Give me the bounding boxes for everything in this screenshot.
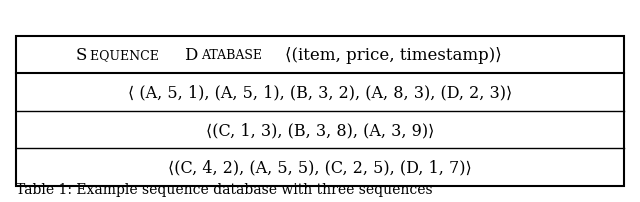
Text: S: S xyxy=(76,47,86,63)
Text: Table 1: Example sequence database with three sequences: Table 1: Example sequence database with … xyxy=(16,182,433,196)
Text: ⟨(C, 1, 3), (B, 3, 8), (A, 3, 9)⟩: ⟨(C, 1, 3), (B, 3, 8), (A, 3, 9)⟩ xyxy=(206,121,434,138)
Text: ATABASE: ATABASE xyxy=(201,48,266,62)
Text: D: D xyxy=(184,47,197,63)
Text: EQUENCE: EQUENCE xyxy=(90,48,163,62)
Bar xyxy=(16,36,624,186)
Text: ⟨(C, 4, 2), (A, 5, 5), (C, 2, 5), (D, 1, 7)⟩: ⟨(C, 4, 2), (A, 5, 5), (C, 2, 5), (D, 1,… xyxy=(168,159,472,176)
Text: ⟨(item, price, timestamp)⟩: ⟨(item, price, timestamp)⟩ xyxy=(285,47,502,63)
Text: ⟨ (A, 5, 1), (A, 5, 1), (B, 3, 2), (A, 8, 3), (D, 2, 3)⟩: ⟨ (A, 5, 1), (A, 5, 1), (B, 3, 2), (A, 8… xyxy=(128,84,512,101)
